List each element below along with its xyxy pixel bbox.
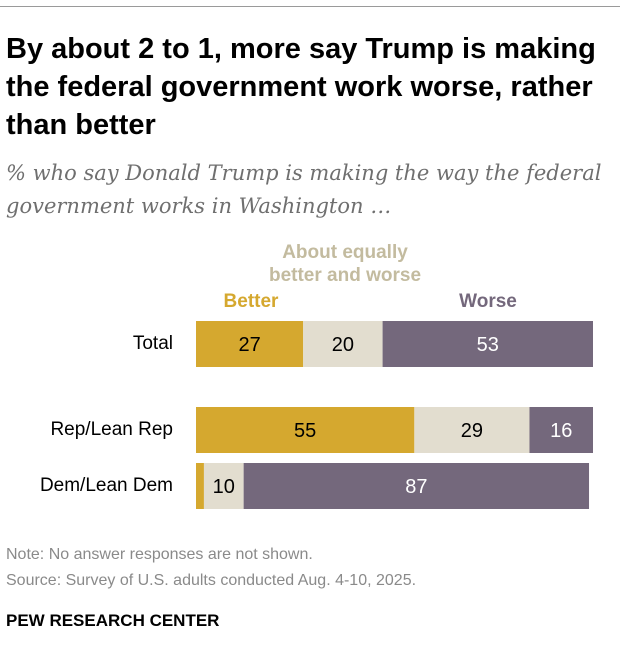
legend-equal: About equally better and worse	[268, 242, 422, 286]
brand-name: PEW RESEARCH CENTER	[6, 611, 220, 630]
bar-label-total-worse: 53	[477, 334, 499, 356]
bar-segment-rep-equal	[414, 407, 530, 453]
bar-label-dem-worse: 87	[405, 476, 427, 498]
note-text: Note: No answer responses are not shown.	[6, 546, 313, 563]
legend-better: Better	[223, 291, 279, 312]
bar-segment-dem-better	[196, 463, 204, 509]
bar-label-rep-better: 55	[294, 420, 316, 442]
top-rule	[0, 6, 620, 7]
legend-worse: Worse	[459, 291, 517, 312]
row-label-total: Total	[132, 333, 173, 354]
bar-segment-rep-worse	[529, 407, 593, 453]
bar-label-dem-equal: 10	[213, 476, 235, 498]
bar-label-total-equal: 20	[332, 334, 354, 356]
bar-segment-rep-better	[196, 407, 415, 453]
bar-segment-total-better	[196, 321, 304, 367]
row-label-rep: Rep/Lean Rep	[50, 419, 173, 440]
chart-title: By about 2 to 1, more say Trump is makin…	[6, 33, 596, 141]
bar-label-total-better: 27	[238, 334, 260, 356]
bar-segment-dem-equal	[203, 463, 244, 509]
bar-segment-total-worse	[382, 321, 593, 367]
row-label-dem: Dem/Lean Dem	[39, 475, 173, 496]
bar-label-rep-worse: 16	[550, 420, 572, 442]
chart-subtitle: % who say Donald Trump is making the way…	[6, 161, 602, 218]
bar-segment-total-equal	[303, 321, 383, 367]
bar-segment-dem-worse	[243, 463, 590, 509]
source-text: Source: Survey of U.S. adults conducted …	[6, 572, 417, 589]
bar-label-rep-equal: 29	[461, 420, 483, 442]
